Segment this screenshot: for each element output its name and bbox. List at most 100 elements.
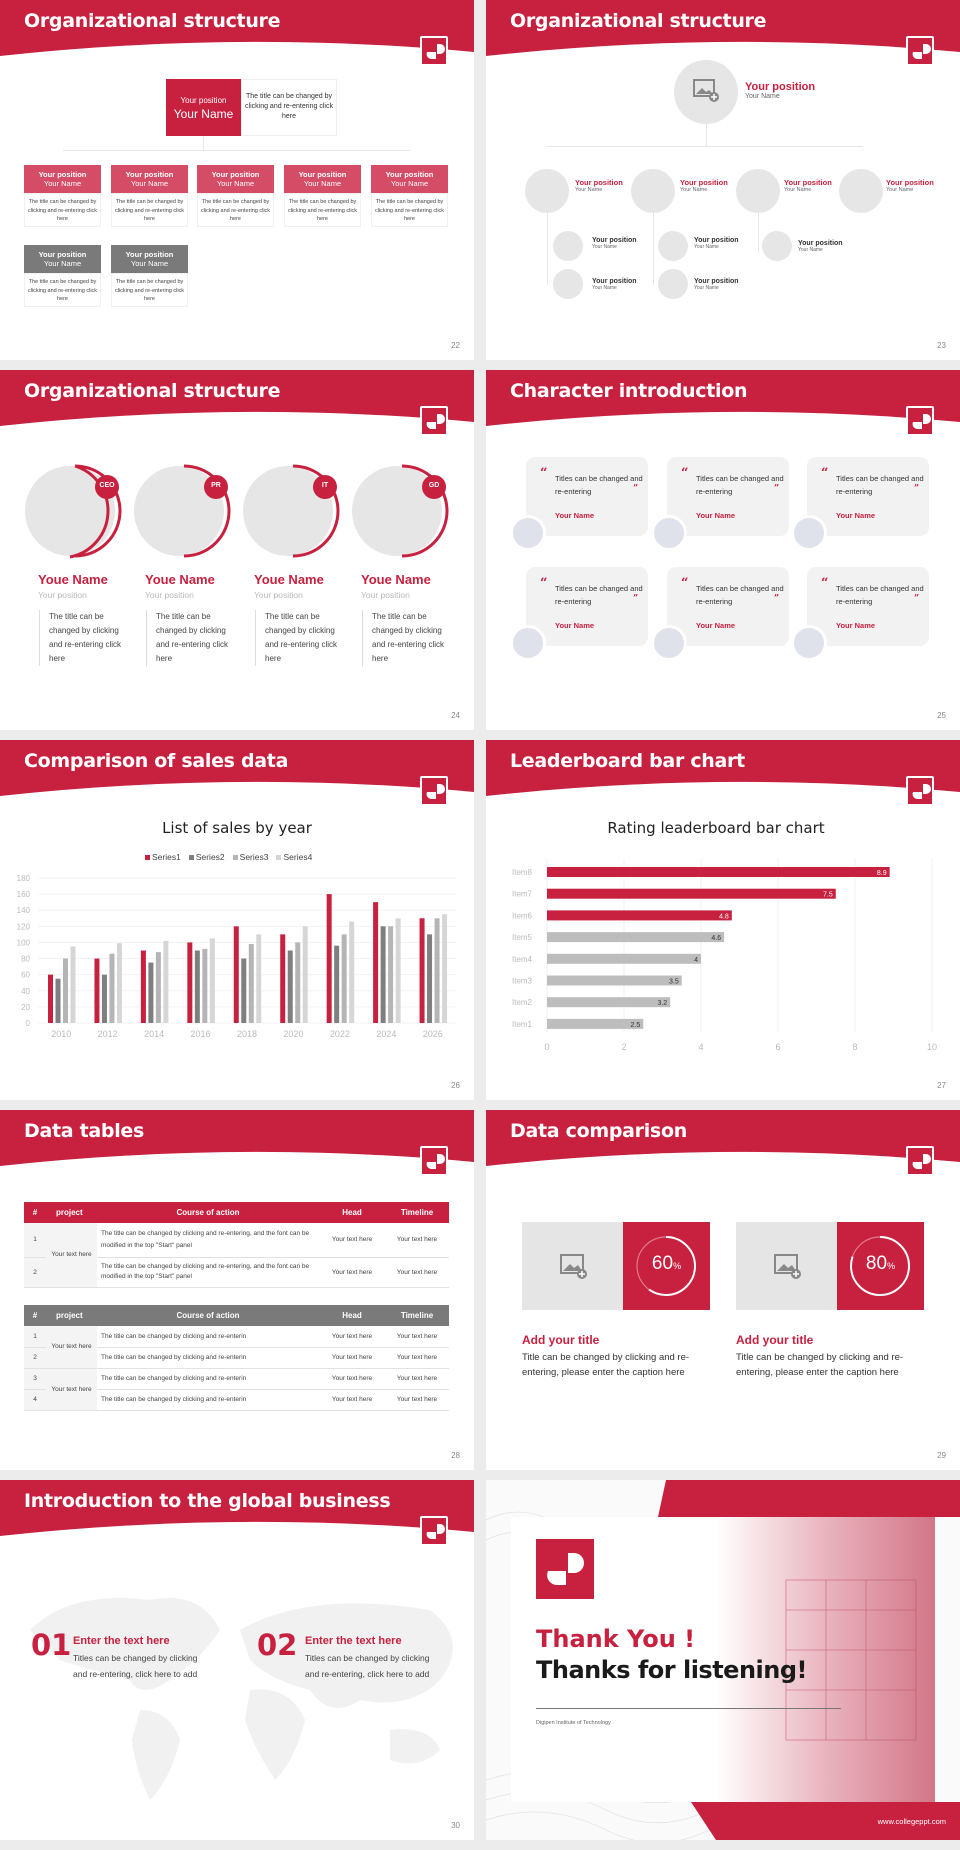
slide-title: Organizational structure xyxy=(24,10,281,32)
org-box-gray[interactable]: Your position Your Name The title can be c… xyxy=(111,245,188,307)
progress-value: 80% xyxy=(865,1253,896,1274)
quote-card[interactable] xyxy=(526,567,648,646)
org-box[interactable]: Your position Your Name The title can be c… xyxy=(197,165,274,227)
svg-text:Item7: Item7 xyxy=(512,890,533,899)
slide-25[interactable]: Character introduction “ “ “ “ “ “ Title… xyxy=(486,370,960,730)
quote-open-icon: “ xyxy=(821,466,829,481)
slide-29[interactable]: Data comparison 60% 80% Add your title A… xyxy=(486,1110,960,1470)
image-placeholder-icon[interactable] xyxy=(553,231,583,261)
svg-text:6: 6 xyxy=(775,1042,780,1052)
role-badge: GD xyxy=(428,482,440,489)
slide-30[interactable]: Introduction to the global business 01 E… xyxy=(0,1480,474,1840)
image-placeholder-icon[interactable] xyxy=(631,169,675,213)
svg-text:Item1: Item1 xyxy=(512,1020,533,1029)
slide-24[interactable]: Organizational structure CEO PR IT GD Yo… xyxy=(0,370,474,730)
quote-text: Titles can be changed and re-entering xyxy=(836,474,924,496)
position-label: Your position Your Name xyxy=(592,278,637,291)
slide-28[interactable]: Data tables # project Course of action H… xyxy=(0,1110,474,1470)
quote-card[interactable] xyxy=(667,567,789,646)
person-name: Youe Name xyxy=(254,572,324,587)
table-row[interactable]: 1 Your text here The title can be change… xyxy=(24,1223,449,1288)
page-number: 22 xyxy=(451,341,460,350)
role-badge: PR xyxy=(211,482,221,489)
quote-author: Your Name xyxy=(555,511,595,520)
position-label: Your position Your Name xyxy=(575,178,623,194)
slide-title: Leaderboard bar chart xyxy=(510,750,745,772)
website-link[interactable]: www.collegeppt.com xyxy=(877,1817,946,1826)
person-circles xyxy=(25,464,449,559)
org-box[interactable]: Your position Your Name The title can be c… xyxy=(284,165,361,227)
person-position: Your position xyxy=(254,590,303,600)
svg-text:4: 4 xyxy=(694,957,698,964)
table-row[interactable]: 2 The title can be changed by clicking an… xyxy=(24,1347,449,1369)
quote-close-icon: ” xyxy=(914,594,920,604)
quote-text: Titles can be changed and re-entering xyxy=(555,584,643,606)
table-row[interactable]: 4 The title can be changed by clicking an… xyxy=(24,1389,449,1411)
image-placeholder-icon[interactable] xyxy=(736,1222,837,1310)
table-row[interactable]: 2 The title can be changed by clicking a… xyxy=(24,1257,449,1288)
bar-chart: 0 20 40 60 80 100 120 140 160 180 2010 2012 2014 2016… xyxy=(17,874,456,1039)
connector-line xyxy=(203,136,204,151)
legend-item: Series1 xyxy=(145,852,181,862)
role-badge: IT xyxy=(321,482,329,489)
org-box-gray[interactable]: Your position Your Name The title can be c… xyxy=(24,245,101,307)
svg-text:20: 20 xyxy=(21,1003,30,1012)
page-number: 30 xyxy=(451,1821,460,1830)
slide-header xyxy=(0,0,474,60)
logo-icon xyxy=(906,776,934,806)
chart-title: Rating leaderboard bar chart xyxy=(607,819,825,837)
slide-26[interactable]: Comparison of sales data List of sales b… xyxy=(0,740,474,1100)
slide-thank-you[interactable]: Thank You ! Thanks for listening! Digipe… xyxy=(486,1480,960,1840)
slide-27[interactable]: Leaderboard bar chart Rating leaderboard… xyxy=(486,740,960,1100)
quote-close-icon: ” xyxy=(633,594,639,604)
slide-title: Data comparison xyxy=(510,1120,687,1142)
org-box[interactable]: Your position Your Name The title can be c… xyxy=(111,165,188,227)
svg-text:4.8: 4.8 xyxy=(719,913,729,920)
svg-text:0: 0 xyxy=(26,1019,31,1028)
org-box[interactable]: Your position Your Name The title can be c… xyxy=(24,165,101,227)
logo-icon xyxy=(420,406,448,436)
image-placeholder-icon[interactable] xyxy=(553,269,583,299)
slide-header xyxy=(0,1480,474,1540)
top-description: The title can be changed by clicking and… xyxy=(241,79,337,136)
image-placeholder-icon[interactable] xyxy=(839,169,883,213)
svg-text:2022: 2022 xyxy=(330,1029,350,1039)
image-placeholder-icon[interactable] xyxy=(525,169,569,213)
person-name: Youe Name xyxy=(38,572,108,587)
image-placeholder-icon[interactable] xyxy=(674,60,738,124)
svg-text:2020: 2020 xyxy=(283,1029,303,1039)
horizontal-bar-chart: 0 2 4 6 8 10 8.9 Item8 7.5 Item7 4.8 Item6 4.6 Item5 4… xyxy=(512,858,937,1052)
quote-card[interactable] xyxy=(807,567,929,646)
image-placeholder-icon[interactable] xyxy=(762,231,792,261)
slide-title: Introduction to the global business xyxy=(24,1490,391,1512)
slide-23[interactable]: Organizational structure Your position Yo… xyxy=(486,0,960,360)
image-placeholder-icon[interactable] xyxy=(658,269,688,299)
quote-card[interactable] xyxy=(526,457,648,536)
item-number: 02 xyxy=(257,1628,298,1662)
slide-22[interactable]: Organizational structure Your position Yo… xyxy=(0,0,474,360)
svg-text:8.9: 8.9 xyxy=(877,870,887,877)
page-number: 23 xyxy=(937,341,946,350)
quote-open-icon: “ xyxy=(681,576,689,591)
person-desc: The title can be changed by clicking and… xyxy=(146,610,236,666)
quote-author: Your Name xyxy=(696,621,736,630)
svg-text:2016: 2016 xyxy=(191,1029,211,1039)
quote-card[interactable] xyxy=(667,457,789,536)
person-position: Your position xyxy=(145,590,194,600)
image-placeholder-icon[interactable] xyxy=(736,169,780,213)
svg-text:Item8: Item8 xyxy=(512,868,533,877)
position-label: Your position Your Name xyxy=(592,237,637,250)
person-desc: The title can be changed by clicking and… xyxy=(39,610,129,666)
org-box[interactable]: Your position Your Name The title can be c… xyxy=(371,165,448,227)
logo-icon xyxy=(420,776,448,806)
image-placeholder-icon[interactable] xyxy=(658,231,688,261)
position-label: Your position Your Name xyxy=(784,178,832,194)
table-row[interactable]: 1 Your text here The title can be changed … xyxy=(24,1326,449,1369)
top-position-box[interactable]: Your position Your Name xyxy=(166,79,241,136)
svg-text:60: 60 xyxy=(21,971,30,980)
thanks-for-listening: Thanks for listening! xyxy=(536,1656,807,1684)
image-placeholder-icon[interactable] xyxy=(522,1222,623,1310)
table-row[interactable]: 3 Your text here The title can be changed … xyxy=(24,1368,449,1411)
svg-text:160: 160 xyxy=(17,890,31,899)
quote-card[interactable] xyxy=(807,457,929,536)
